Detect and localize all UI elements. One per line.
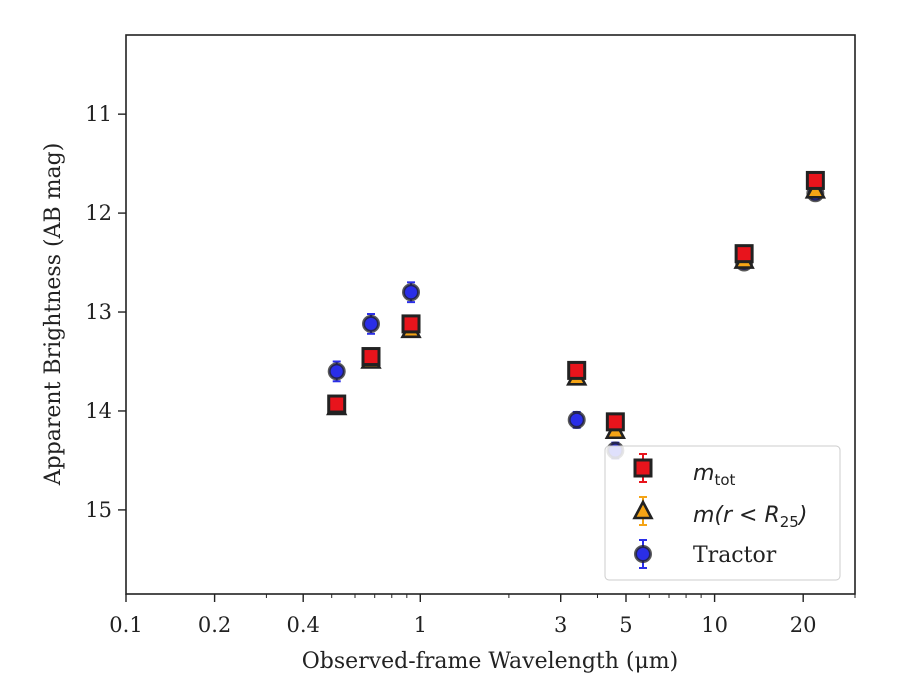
- legend-label-r25: m(r < R25): [693, 503, 807, 531]
- legend-marker-tractor: [634, 545, 652, 563]
- x-tick-label: 10: [701, 613, 728, 637]
- legend-marker-tot: [633, 458, 653, 478]
- legend: mtot m(r < R25) Tractor: [604, 445, 841, 581]
- data-point-tot: [805, 170, 825, 190]
- plot-frame: [125, 34, 856, 595]
- x-tick-label: 20: [790, 613, 817, 637]
- y-tick-label: 13: [85, 300, 112, 324]
- data-point-tot: [605, 412, 625, 432]
- data-point-tot: [401, 314, 421, 334]
- legend-box: [604, 445, 841, 581]
- series-tot: [327, 170, 825, 432]
- legend-label-tractor: Tractor: [693, 543, 777, 568]
- y-tick-label: 12: [85, 201, 112, 225]
- y-tick-label: 14: [85, 399, 112, 423]
- x-tick-label: 0.2: [198, 613, 231, 637]
- y-axis: 11 12 13 14 15: [85, 102, 126, 522]
- data-point-tot: [567, 360, 587, 380]
- y-tick-label: 15: [85, 498, 112, 522]
- data-point-tractor: [362, 314, 381, 333]
- legend-marker-r25: [632, 499, 654, 520]
- x-tick-label: 5: [619, 613, 632, 637]
- y-axis-title: Apparent Brightness (AB mag): [41, 143, 66, 487]
- legend-label-tot: mtot: [693, 461, 735, 489]
- y-tick-label: 11: [85, 102, 112, 126]
- x-tick-label: 0.1: [109, 613, 142, 637]
- data-markers: [326, 170, 827, 460]
- data-point-tot: [734, 244, 754, 264]
- data-point-tractor: [402, 283, 421, 302]
- data-point-tractor: [327, 362, 346, 381]
- x-tick-label: 0.4: [286, 613, 319, 637]
- legend-markers: [632, 453, 654, 569]
- data-point-tot: [361, 347, 381, 367]
- x-tick-label: 3: [554, 613, 567, 637]
- x-tick-label: 1: [414, 613, 427, 637]
- data-point-tot: [327, 394, 347, 414]
- data-point-tractor: [567, 410, 586, 429]
- x-axis-title: Observed-frame Wavelength (μm): [302, 649, 678, 674]
- x-axis: 0.1 0.2 0.4 1 3 5 10 20: [109, 594, 856, 637]
